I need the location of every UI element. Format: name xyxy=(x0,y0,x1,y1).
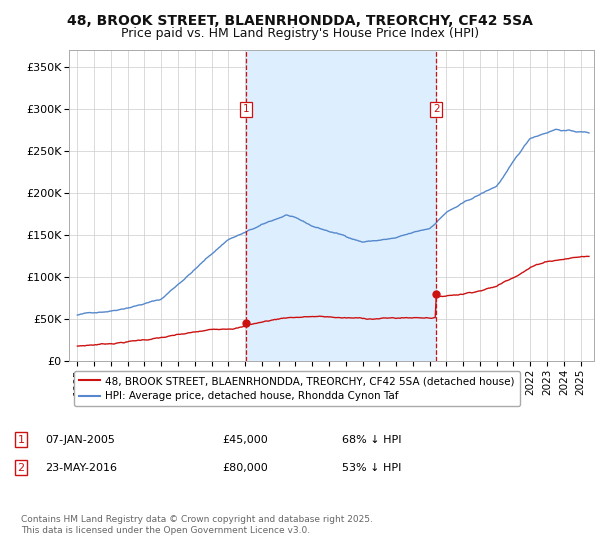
Text: 1: 1 xyxy=(242,104,249,114)
Text: Price paid vs. HM Land Registry's House Price Index (HPI): Price paid vs. HM Land Registry's House … xyxy=(121,27,479,40)
Legend: 48, BROOK STREET, BLAENRHONDDA, TREORCHY, CF42 5SA (detached house), HPI: Averag: 48, BROOK STREET, BLAENRHONDDA, TREORCHY… xyxy=(74,371,520,407)
Text: 68% ↓ HPI: 68% ↓ HPI xyxy=(342,435,401,445)
Text: 23-MAY-2016: 23-MAY-2016 xyxy=(45,463,117,473)
Text: 53% ↓ HPI: 53% ↓ HPI xyxy=(342,463,401,473)
Text: 2: 2 xyxy=(433,104,439,114)
Text: 1: 1 xyxy=(17,435,25,445)
Text: Contains HM Land Registry data © Crown copyright and database right 2025.
This d: Contains HM Land Registry data © Crown c… xyxy=(21,515,373,535)
Text: 07-JAN-2005: 07-JAN-2005 xyxy=(45,435,115,445)
Text: £80,000: £80,000 xyxy=(222,463,268,473)
Bar xyxy=(246,50,436,361)
Text: 2: 2 xyxy=(17,463,25,473)
Text: 48, BROOK STREET, BLAENRHONDDA, TREORCHY, CF42 5SA: 48, BROOK STREET, BLAENRHONDDA, TREORCHY… xyxy=(67,14,533,28)
Text: £45,000: £45,000 xyxy=(222,435,268,445)
